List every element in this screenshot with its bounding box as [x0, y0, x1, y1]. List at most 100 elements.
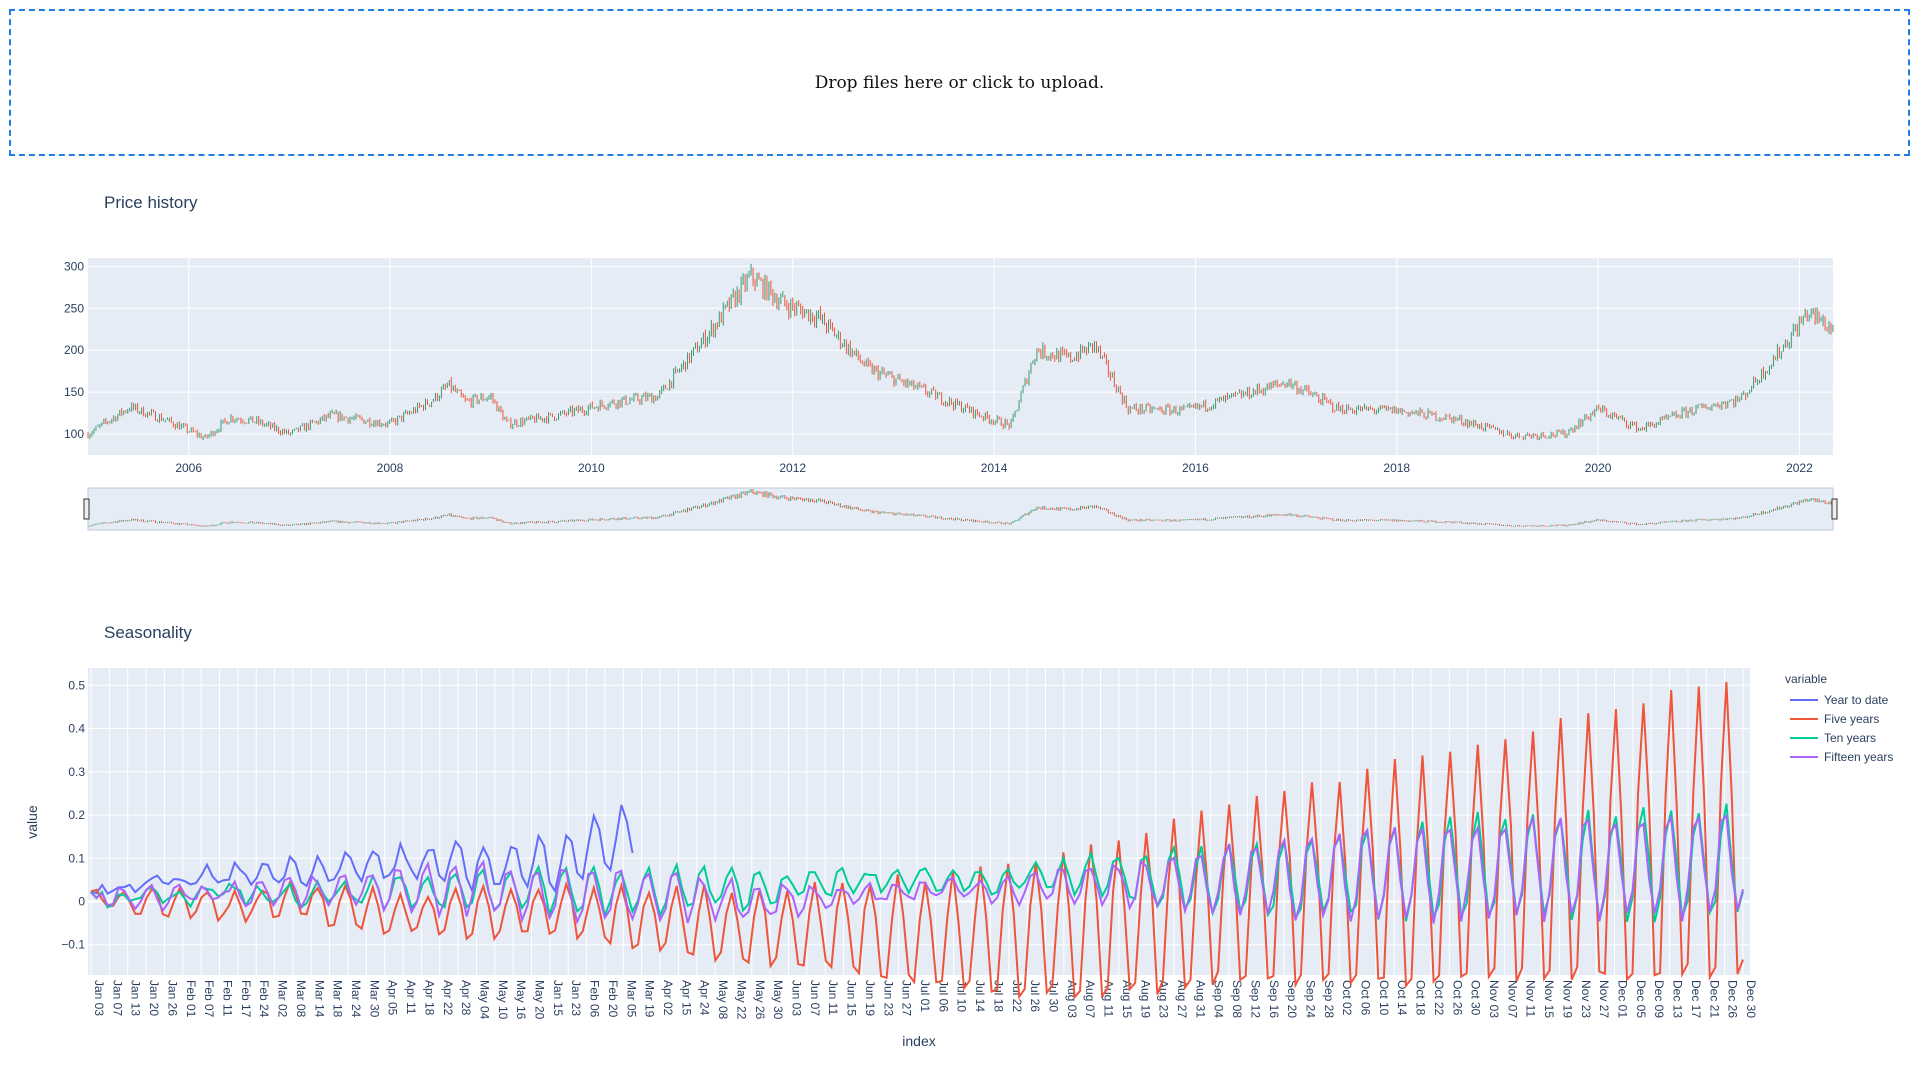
seasonality-xtick-label: Nov 03 — [1487, 980, 1501, 1018]
seasonality-ytick-label: 0.1 — [68, 851, 85, 865]
price-ytick-label: 200 — [64, 343, 84, 357]
seasonality-xtick-label: Oct 18 — [1414, 980, 1428, 1016]
seasonality-xtick-label: May 30 — [771, 980, 785, 1020]
seasonality-xtick-label: Aug 03 — [1065, 980, 1079, 1018]
price-xtick-label: 2016 — [1182, 461, 1209, 475]
seasonality-xtick-label: Apr 28 — [459, 980, 473, 1016]
seasonality-xtick-label: Dec 01 — [1616, 980, 1630, 1018]
price-xtick-label: 2012 — [779, 461, 806, 475]
upload-instructions: Drop files here or click to upload. — [814, 72, 1105, 93]
legend-item[interactable]: Ten years — [1790, 731, 1876, 745]
seasonality-xtick-label: Jul 30 — [1046, 980, 1060, 1012]
seasonality-xtick-label: Mar 02 — [276, 980, 290, 1018]
seasonality-xtick-label: Dec 05 — [1634, 980, 1648, 1018]
seasonality-xtick-label: Aug 11 — [1102, 980, 1116, 1017]
seasonality-xtick-label: Mar 14 — [312, 980, 326, 1018]
seasonality-xtick-label: May 04 — [477, 980, 491, 1020]
range-slider-left-handle[interactable] — [83, 498, 90, 520]
seasonality-series-line — [90, 681, 1744, 1000]
seasonality-legend: variable Year to date Five years Ten years F… — [1785, 672, 1893, 764]
seasonality-xtick-label: Apr 22 — [441, 980, 455, 1016]
seasonality-xtick-label: Jan 20 — [147, 980, 161, 1016]
seasonality-chart[interactable]: −0.1 0 0.1 0.2 0.3 0.4 0.5 Jan 03 Jan 07 Jan 13 Ja… — [0, 660, 1920, 1070]
file-upload-dropzone[interactable]: Drop files here or click to upload. — [9, 9, 1910, 156]
legend-item[interactable]: Five years — [1790, 712, 1879, 726]
seasonality-xtick-label: Feb 06 — [588, 980, 602, 1018]
seasonality-xtick-label: Jun 15 — [845, 980, 859, 1016]
seasonality-ytick-label: 0.2 — [68, 808, 85, 822]
seasonality-xtick-label: Oct 26 — [1450, 980, 1464, 1016]
seasonality-xtick-label: May 08 — [716, 980, 730, 1020]
legend-label: Fifteen years — [1824, 750, 1893, 764]
seasonality-xtick-label: Jul 06 — [936, 980, 950, 1012]
range-slider-right-handle[interactable] — [1831, 498, 1838, 520]
seasonality-xtick-label: Mar 05 — [624, 980, 638, 1018]
seasonality-xtick-label: May 22 — [734, 980, 748, 1020]
seasonality-xtick-label: Oct 06 — [1359, 980, 1373, 1016]
seasonality-xtick-label: Nov 19 — [1560, 980, 1574, 1018]
seasonality-xtick-label: Jan 15 — [551, 980, 565, 1016]
seasonality-xtick-label: Dec 09 — [1652, 980, 1666, 1018]
legend-label: Year to date — [1824, 693, 1889, 707]
seasonality-xtick-label: Aug 27 — [1175, 980, 1189, 1018]
seasonality-xtick-label: Jan 07 — [110, 980, 124, 1016]
seasonality-ytick-label: −0.1 — [61, 938, 85, 952]
seasonality-xtick-label: Feb 07 — [202, 980, 216, 1018]
legend-item[interactable]: Fifteen years — [1790, 750, 1893, 764]
seasonality-series-line — [90, 813, 1744, 925]
seasonality-xtick-label: Jun 27 — [900, 980, 914, 1016]
legend-item[interactable]: Year to date — [1790, 693, 1889, 707]
legend-label: Ten years — [1824, 731, 1876, 745]
seasonality-xtick-label: Sep 16 — [1267, 980, 1281, 1018]
seasonality-xtick-label: Aug 19 — [1138, 980, 1152, 1018]
seasonality-xtick-label: Jun 11 — [826, 980, 840, 1015]
range-slider-candles — [87, 489, 1834, 527]
seasonality-xtick-label: Oct 14 — [1395, 980, 1409, 1016]
seasonality-title: Seasonality — [104, 623, 192, 642]
seasonality-xtick-label: Aug 07 — [1083, 980, 1097, 1018]
seasonality-xtick-label: Dec 13 — [1671, 980, 1685, 1018]
seasonality-series-line — [90, 803, 1744, 923]
price-xtick-label: 2022 — [1786, 461, 1813, 475]
seasonality-xtick-label: Apr 05 — [386, 980, 400, 1016]
seasonality-xtick-label: Sep 20 — [1285, 980, 1299, 1018]
seasonality-xtick-label: Apr 02 — [661, 980, 675, 1016]
seasonality-xtick-label: Nov 11 — [1524, 980, 1538, 1017]
seasonality-xtick-label: Sep 04 — [1212, 980, 1226, 1018]
seasonality-xtick-label: Nov 15 — [1542, 980, 1556, 1018]
price-ytick-label: 300 — [64, 259, 84, 273]
seasonality-xtick-label: Feb 20 — [606, 980, 620, 1018]
seasonality-xtick-label: Jun 19 — [863, 980, 877, 1016]
seasonality-xtick-label: Feb 01 — [184, 980, 198, 1018]
seasonality-xtick-label: Sep 28 — [1322, 980, 1336, 1018]
seasonality-xtick-label: Sep 12 — [1248, 980, 1262, 1018]
seasonality-xtick-label: Dec 30 — [1744, 980, 1758, 1018]
seasonality-xtick-label: Mar 18 — [331, 980, 345, 1018]
seasonality-xtick-label: Aug 31 — [1193, 980, 1207, 1018]
seasonality-xtick-label: Jul 18 — [991, 980, 1005, 1012]
price-history-chart[interactable]: 100 150 200 250 300 2006 2008 2010 2012 2014 2016 2… — [0, 230, 1920, 620]
seasonality-xtick-label: Jul 14 — [973, 980, 987, 1012]
seasonality-xtick-label: May 10 — [496, 980, 510, 1020]
price-xtick-label: 2018 — [1383, 461, 1410, 475]
seasonality-xtick-label: Jan 23 — [569, 980, 583, 1016]
seasonality-ytick-label: 0 — [78, 894, 85, 908]
seasonality-xtick-label: Jan 13 — [129, 980, 143, 1016]
seasonality-xtick-label: Feb 24 — [257, 980, 271, 1018]
price-ytick-label: 150 — [64, 385, 84, 399]
legend-label: Five years — [1824, 712, 1879, 726]
seasonality-xtick-label: May 26 — [753, 980, 767, 1020]
seasonality-xtick-label: Sep 08 — [1230, 980, 1244, 1018]
price-history-title: Price history — [104, 193, 198, 212]
seasonality-xtick-label: May 16 — [514, 980, 528, 1020]
legend-title: variable — [1785, 672, 1827, 686]
seasonality-xtick-label: Mar 24 — [349, 980, 363, 1018]
seasonality-xtick-label: Apr 15 — [679, 980, 693, 1016]
price-xtick-label: 2020 — [1585, 461, 1612, 475]
seasonality-xtick-label: Jan 26 — [165, 980, 179, 1016]
seasonality-xtick-label: Feb 17 — [239, 980, 253, 1018]
range-slider — [87, 487, 1834, 531]
seasonality-xtick-label: Oct 10 — [1377, 980, 1391, 1016]
seasonality-series-line — [90, 804, 634, 895]
seasonality-xtick-label: Jun 23 — [881, 980, 895, 1016]
